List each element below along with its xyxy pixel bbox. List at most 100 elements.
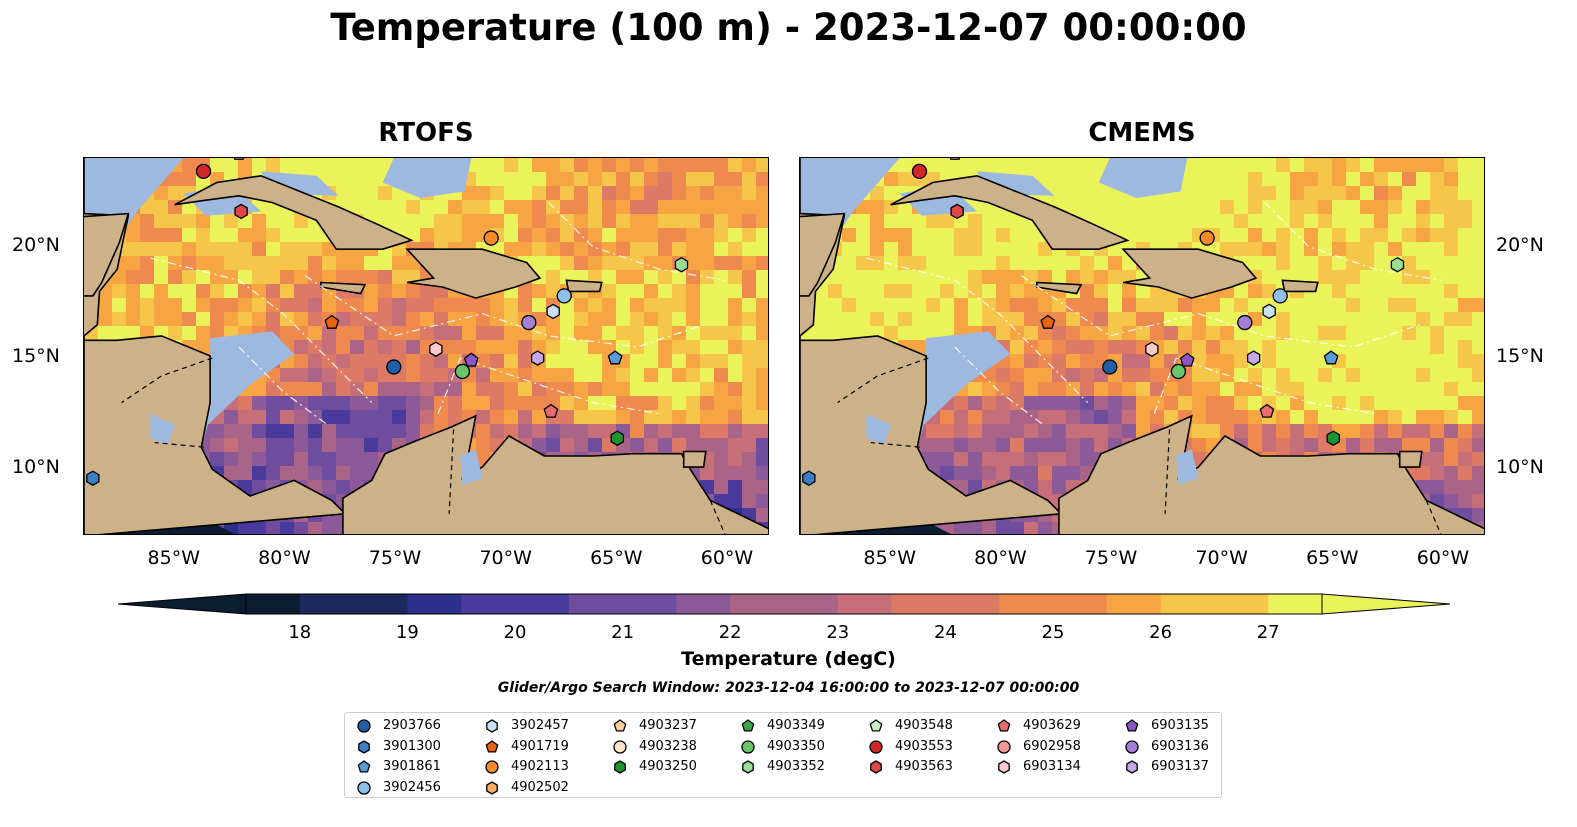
- legend-marker-6902958: [997, 739, 1011, 754]
- land-mass: [320, 281, 367, 295]
- land-mass: [1036, 281, 1083, 295]
- float-marker-4903350: [1170, 363, 1187, 380]
- map-panel-rtofs[interactable]: [83, 157, 769, 535]
- colorbar-segment: [1160, 594, 1215, 614]
- colorbar-segment: [461, 594, 516, 614]
- legend-marker-4903237: [613, 719, 627, 732]
- legend-label: 6902958: [1023, 738, 1081, 754]
- legend-marker-icon: [485, 739, 499, 753]
- colorbar-segment: [246, 594, 301, 614]
- land-mass: [174, 174, 414, 250]
- lat-tick-label-right: 10°N: [1496, 456, 1544, 479]
- legend-label: 4903548: [895, 718, 953, 733]
- legend-marker-icon: [357, 760, 371, 773]
- legend-label: 4903250: [639, 759, 697, 774]
- lat-tick-label-right: 15°N: [1496, 345, 1544, 368]
- float-marker-4903352: [1390, 256, 1405, 273]
- panel-title-cmems: CMEMS: [1088, 118, 1196, 148]
- float-marker-4903350: [454, 363, 471, 380]
- lat-tick-label-left: 10°N: [12, 456, 60, 479]
- colorbar-segment: [299, 594, 355, 614]
- legend-marker-6903137: [1126, 760, 1138, 774]
- eez-boundary: [866, 257, 1089, 404]
- legend-marker-3901861: [357, 760, 371, 773]
- colorbar-tick-label: 23: [826, 622, 850, 643]
- legend-marker-icon: [1125, 719, 1139, 732]
- land-mass: [1281, 279, 1319, 293]
- float-marker-6903135: [1179, 352, 1195, 367]
- eez-boundary: [1153, 357, 1376, 415]
- map-panel-cmems[interactable]: [799, 157, 1485, 535]
- legend-label: 4903629: [1023, 718, 1081, 733]
- lon-tick-label: 75°W: [368, 547, 422, 569]
- main-title: Temperature (100 m) - 2023-12-07 00:00:0…: [330, 6, 1247, 49]
- eez-boundary: [150, 257, 373, 404]
- continental-shelf: [800, 158, 900, 225]
- lon-tick-label: 60°W: [1416, 547, 1470, 569]
- colorbar-tick-label: 27: [1256, 622, 1280, 643]
- legend-label: 4903238: [639, 738, 697, 754]
- country-border: [837, 357, 929, 404]
- lat-tick-label-right: 20°N: [1496, 233, 1544, 256]
- legend-marker-6903134: [998, 760, 1010, 774]
- legend-label: 4903563: [895, 759, 953, 774]
- legend-marker-icon: [1126, 760, 1138, 774]
- legend-label: 6903137: [1151, 759, 1209, 774]
- colorbar-segment: [1106, 594, 1162, 614]
- float-marker-3901300: [86, 470, 100, 486]
- float-marker-4903352: [674, 256, 689, 273]
- legend-marker-4901719: [485, 739, 499, 753]
- legend-marker-4902113: [485, 760, 499, 774]
- land-mass: [800, 212, 846, 297]
- legend-marker-icon: [358, 739, 370, 754]
- legend-marker-icon: [613, 719, 627, 732]
- land-mass: [682, 450, 707, 468]
- lon-tick-label: 70°W: [479, 547, 532, 569]
- lon-tick-label: 60°W: [700, 547, 754, 569]
- colorbar-segment: [353, 594, 408, 614]
- land-mass: [1121, 248, 1258, 299]
- legend-marker-3902457: [486, 719, 498, 733]
- lon-tick-label: 70°W: [1195, 547, 1248, 569]
- float-marker-2903766: [1102, 359, 1118, 375]
- map-canvas-rtofs: [84, 158, 768, 534]
- legend-marker-3901300: [358, 739, 370, 754]
- lat-tick-label-left: 20°N: [12, 233, 60, 256]
- map-canvas-cmems: [800, 158, 1484, 534]
- float-marker-6903137: [1246, 350, 1261, 366]
- legend-label: 4903553: [895, 738, 953, 754]
- colorbar-segment: [407, 594, 462, 614]
- eez-boundary: [238, 346, 328, 426]
- legend-label: 4903349: [767, 718, 825, 733]
- continental-shelf: [1098, 158, 1188, 198]
- float-marker-4902113: [1199, 230, 1215, 246]
- float-marker-3901300: [802, 470, 816, 486]
- legend-label: 4903350: [767, 738, 825, 754]
- panel-title-rtofs: RTOFS: [378, 118, 474, 148]
- float-marker-4903563: [234, 203, 248, 220]
- lon-tick-label: 80°W: [974, 547, 1027, 569]
- country-border: [1425, 500, 1442, 534]
- legend-marker-4902502: [486, 780, 498, 795]
- land-mass: [1398, 450, 1423, 468]
- legend-marker-icon: [613, 739, 627, 754]
- lake: [150, 413, 175, 445]
- float-marker-4903629: [1259, 403, 1275, 418]
- legend-marker-icon: [997, 719, 1011, 732]
- float-marker-6903137: [530, 350, 545, 366]
- country-border: [870, 442, 920, 448]
- float-marker-3902456: [1272, 288, 1288, 304]
- float-marker-4903250: [610, 430, 625, 446]
- colorbar-tick-label: 20: [503, 622, 527, 643]
- lake: [866, 413, 891, 445]
- float-marker-3901861: [1323, 350, 1339, 365]
- legend-marker-icon: [614, 760, 626, 774]
- colorbar-segment: [891, 594, 946, 614]
- colorbar-tick-label: 21: [611, 622, 635, 643]
- colorbar-bar: [117, 593, 1451, 615]
- legend-marker-4903350: [741, 739, 755, 754]
- legend-label: 4901719: [511, 738, 569, 754]
- legend-marker-icon: [741, 739, 755, 754]
- float-marker-3902457: [1262, 303, 1276, 320]
- legend-label: 4902113: [511, 759, 569, 774]
